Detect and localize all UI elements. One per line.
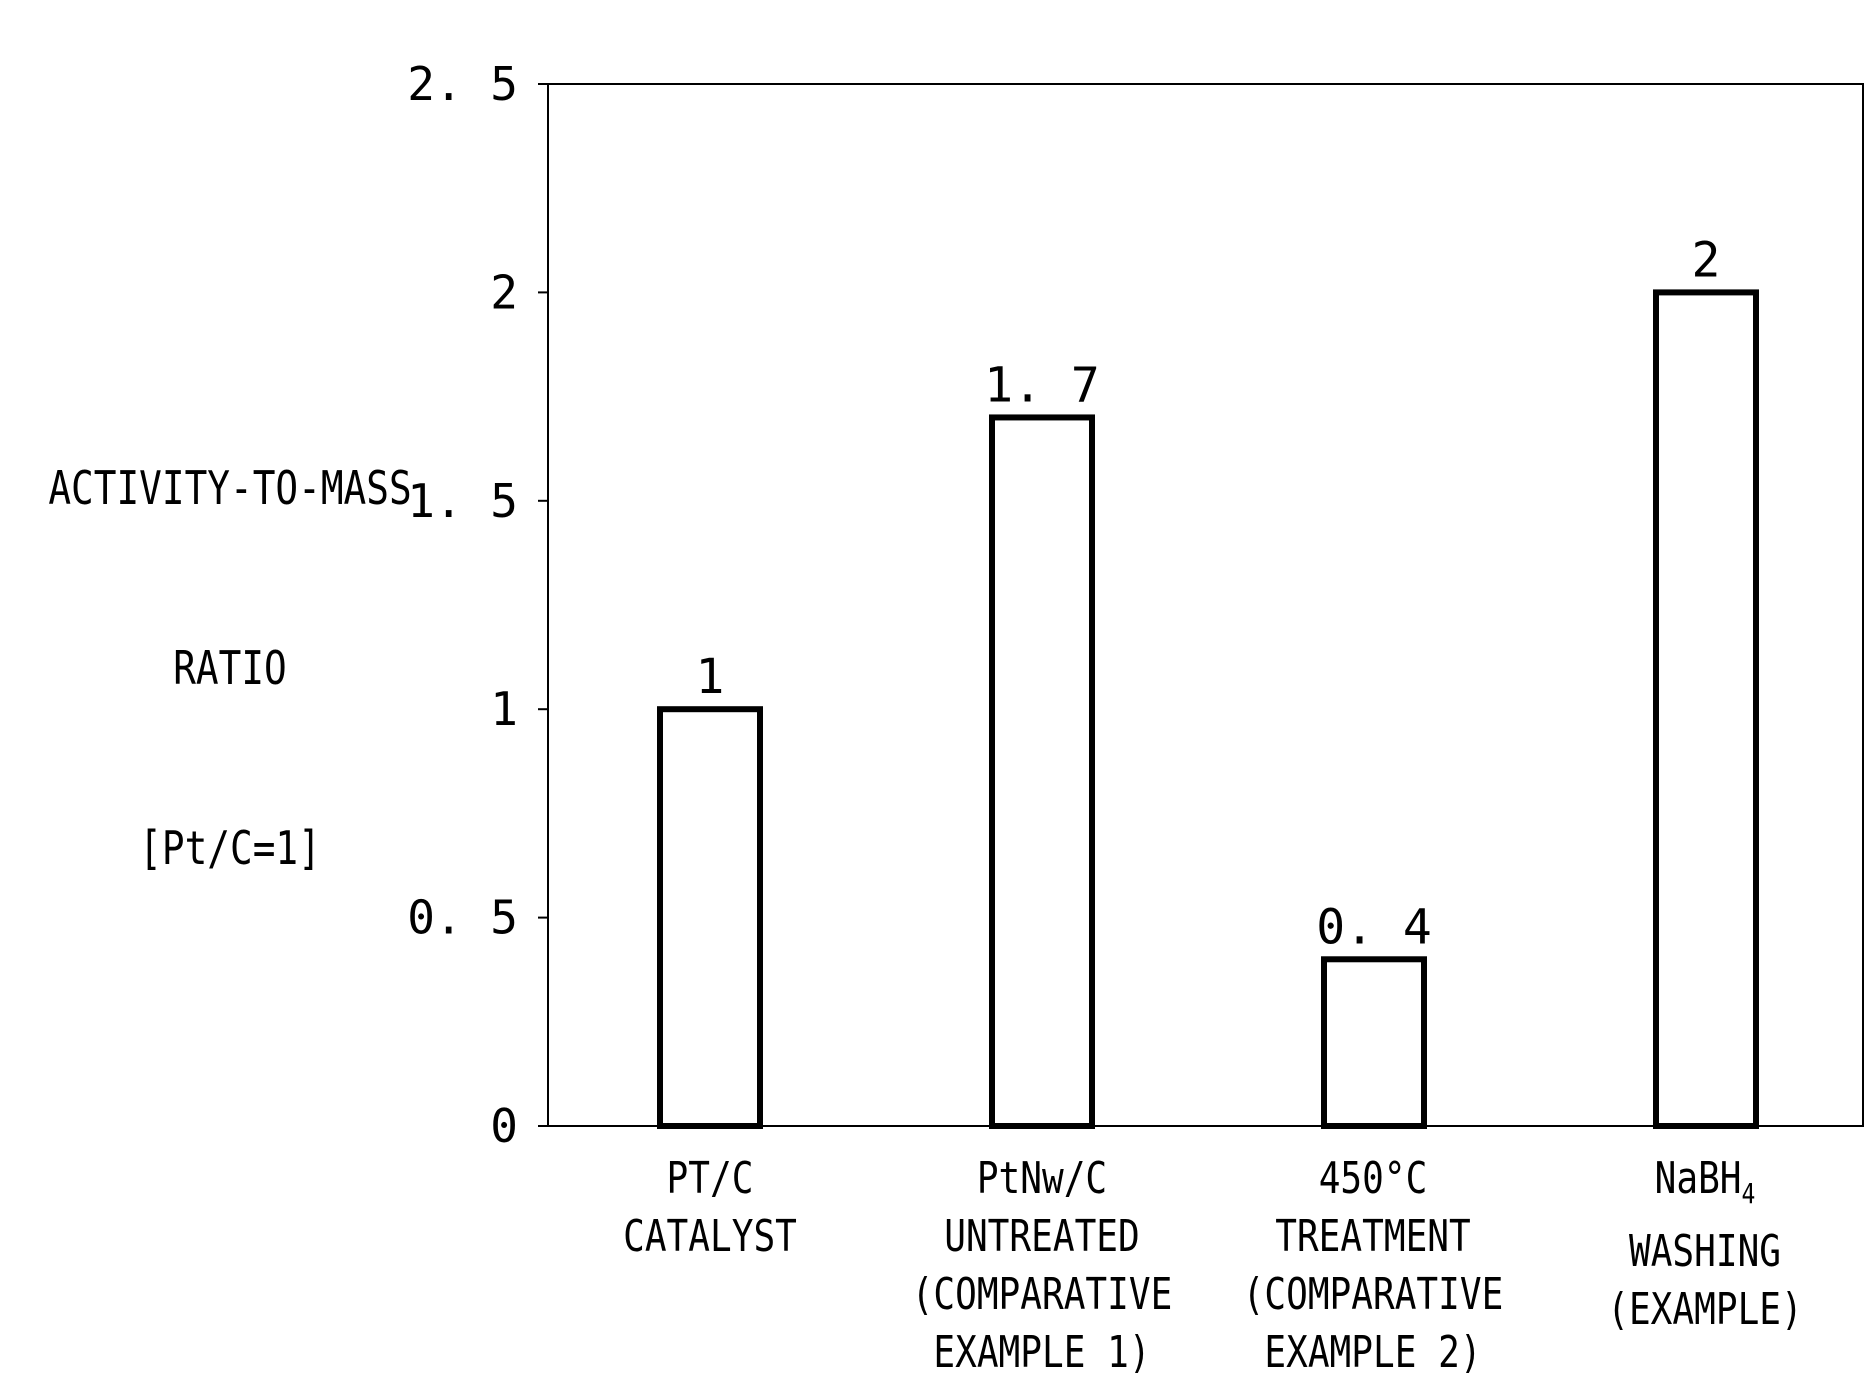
y-axis-label-line-1: ACTIVITY-TO-MASS (41, 458, 418, 518)
x-tick-label-2-line-3: (COMPARATIVE (903, 1266, 1182, 1324)
x-tick-label-2-line-4: EXAMPLE 1) (903, 1324, 1182, 1382)
x-tick-label-4: NaBH4 WASHING (EXAMPLE) (1566, 1150, 1845, 1339)
x-tick-label-2: PtNw/C UNTREATED (COMPARATIVE EXAMPLE 1) (903, 1150, 1182, 1382)
y-axis-label-line-2: RATIO (41, 638, 418, 698)
bar-value-label: 2 (1692, 232, 1721, 288)
y-axis: 0 0. 5 1 1. 5 2 2. 5 (407, 57, 548, 1153)
y-tick-label: 0. 5 (407, 891, 518, 945)
x-tick-label-2-line-1: PtNw/C (903, 1150, 1182, 1208)
bar-value-label: 0. 4 (1316, 899, 1432, 955)
x-tick-label-2-line-2: UNTREATED (903, 1208, 1182, 1266)
x-tick-label-3: 450°C TREATMENT (COMPARATIVE EXAMPLE 2) (1234, 1150, 1513, 1382)
y-axis-label: ACTIVITY-TO-MASS RATIO [Pt/C=1] (41, 338, 418, 998)
bars: 1 1. 7 0. 4 2 (660, 232, 1756, 1126)
x-tick-label-1-line-2: CATALYST (571, 1208, 850, 1266)
x-tick-label-4-subscript: 4 (1742, 1177, 1756, 1210)
x-tick-label-3-line-4: EXAMPLE 2) (1234, 1324, 1513, 1382)
bar-value-label: 1 (696, 649, 725, 705)
x-tick-label-3-line-3: (COMPARATIVE (1234, 1266, 1513, 1324)
x-tick-label-4-line-2: WASHING (1566, 1223, 1845, 1281)
x-tick-label-4-text: NaBH (1655, 1153, 1742, 1204)
y-tick-label: 0 (490, 1099, 518, 1153)
y-tick-label: 1 (490, 682, 518, 736)
y-tick-label: 2 (490, 265, 518, 319)
bar-value-label: 1. 7 (984, 357, 1100, 413)
y-axis-label-line-3: [Pt/C=1] (41, 818, 418, 878)
x-tick-label-4-line-3: (EXAMPLE) (1566, 1281, 1845, 1339)
bar (660, 709, 760, 1126)
x-tick-label-4-line-1: NaBH4 (1566, 1150, 1845, 1223)
bar (1324, 959, 1424, 1126)
x-tick-label-1: PT/C CATALYST (571, 1150, 850, 1266)
y-tick-label: 1. 5 (407, 474, 518, 528)
bar (992, 417, 1092, 1126)
x-tick-label-3-line-2: TREATMENT (1234, 1208, 1513, 1266)
y-tick-label: 2. 5 (407, 57, 518, 111)
x-tick-label-3-line-1: 450°C (1234, 1150, 1513, 1208)
x-tick-label-1-line-1: PT/C (571, 1150, 850, 1208)
bar (1656, 292, 1756, 1126)
